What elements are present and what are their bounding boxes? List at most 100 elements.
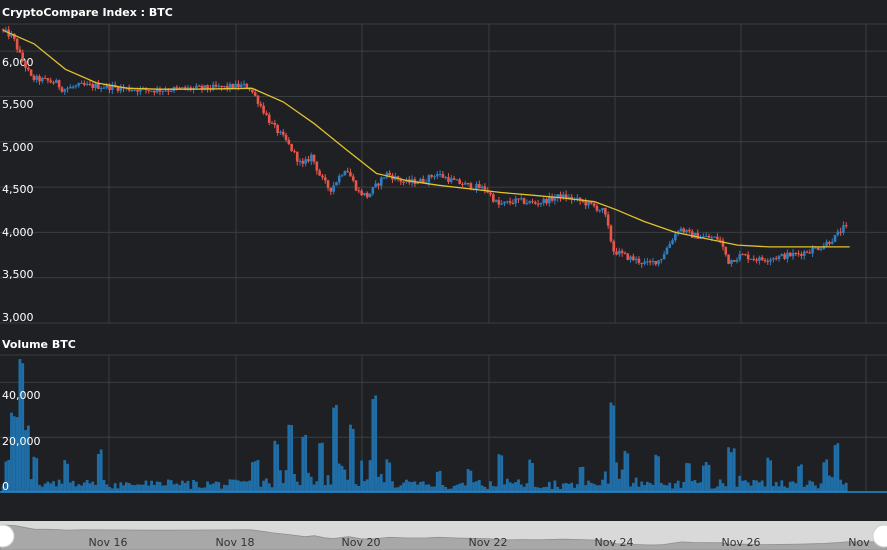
candle-body [111, 85, 114, 90]
candle-body [833, 234, 837, 242]
volume-bar [463, 485, 467, 492]
volume-bar [217, 482, 221, 492]
volume-bar [1, 486, 5, 492]
candle-body [329, 187, 333, 192]
candle-body [766, 261, 770, 263]
candle-body [169, 90, 173, 92]
volume-bar [228, 479, 232, 492]
volume-bar [248, 480, 252, 492]
candle-body [15, 38, 19, 50]
volume-bar [531, 462, 534, 492]
candle-body [239, 84, 243, 88]
volume-bar [729, 452, 733, 492]
candle-body [696, 233, 700, 239]
candle-body [374, 183, 377, 188]
volume-bar [550, 488, 554, 492]
volume-bar [253, 461, 257, 492]
candle-body [469, 183, 473, 190]
price-panel: CryptoCompare Index : BTC 6,000 5,500 5,… [0, 6, 887, 324]
candle-body [802, 251, 806, 256]
volume-bar [35, 458, 39, 492]
candle-body [326, 180, 330, 188]
price-y-tick: 4,000 [2, 226, 34, 239]
volume-bar [828, 475, 831, 492]
volume-bar [382, 482, 386, 492]
volume-bar [332, 407, 336, 492]
volume-bar [648, 483, 652, 492]
volume-bar [458, 483, 462, 492]
volume-bar [743, 480, 747, 492]
volume-bar [584, 485, 588, 492]
volume-bar [407, 481, 411, 492]
volume-bar [791, 481, 795, 492]
volume-bar [315, 481, 319, 492]
volume-bar [679, 487, 683, 492]
volume-bar [49, 483, 53, 492]
candle-body [539, 202, 543, 205]
candle-body [164, 90, 167, 92]
candle-body [337, 176, 341, 183]
volume-bar [273, 440, 277, 492]
price-y-tick: 3,000 [2, 311, 34, 324]
volume-bar [130, 484, 134, 492]
candle-body [80, 83, 83, 85]
candle-body [601, 208, 604, 211]
candle-body [153, 90, 156, 93]
navigator-right-handle[interactable] [872, 524, 887, 548]
volume-bar [88, 483, 92, 492]
candle-body [430, 175, 433, 177]
volume-bar [452, 485, 456, 492]
candle-body [57, 80, 61, 88]
volume-bar [472, 482, 476, 492]
candle-body [43, 77, 47, 79]
volume-bar [15, 417, 19, 492]
volume-bar [808, 480, 812, 492]
candle-body [534, 202, 537, 204]
volume-bar [63, 460, 67, 492]
volume-bar [752, 480, 756, 492]
candle-body [805, 251, 809, 253]
navigator-left-handle[interactable] [0, 524, 15, 548]
volume-bar [654, 454, 658, 492]
candle-body [648, 261, 652, 263]
volume-bar [298, 485, 302, 492]
volume-bar [542, 487, 546, 492]
candle-body [814, 247, 817, 249]
candle-body [688, 229, 691, 232]
volume-bar [38, 484, 41, 492]
volume-bar [573, 487, 576, 492]
candle-body [511, 202, 515, 204]
candle-body [455, 179, 459, 181]
candle-body [234, 83, 237, 89]
volume-bar [444, 487, 448, 492]
candle-body [576, 197, 579, 199]
candle-body [491, 194, 495, 202]
volume-bar [449, 488, 453, 492]
volume-bar [301, 436, 305, 492]
volume-bar [701, 465, 705, 492]
volume-bar [329, 484, 333, 492]
candle-body [769, 259, 772, 262]
candle-body [819, 248, 823, 250]
candle-body [99, 87, 103, 89]
candle-body [735, 259, 739, 262]
volume-bar [536, 487, 540, 492]
volume-y-tick: 0 [2, 480, 9, 493]
candle-body [318, 170, 321, 176]
volume-bar [710, 488, 714, 492]
volume-bar [337, 463, 341, 492]
candle-body [346, 171, 349, 173]
candle-body [755, 259, 758, 261]
candle-body [466, 182, 470, 184]
navigator[interactable]: Nov 16 Nov 18 Nov 20 Nov 22 Nov 24 Nov 2… [0, 521, 887, 550]
candle-body [797, 253, 800, 255]
candle-body [175, 87, 179, 89]
candle-body [738, 254, 742, 260]
volume-bar [346, 479, 350, 492]
candle-body [203, 85, 207, 89]
navigator-x-tick: Nov [848, 536, 870, 549]
volume-bar [267, 483, 271, 492]
volume-bar [71, 480, 75, 492]
candle-body [301, 160, 305, 164]
candle-body [780, 254, 784, 256]
